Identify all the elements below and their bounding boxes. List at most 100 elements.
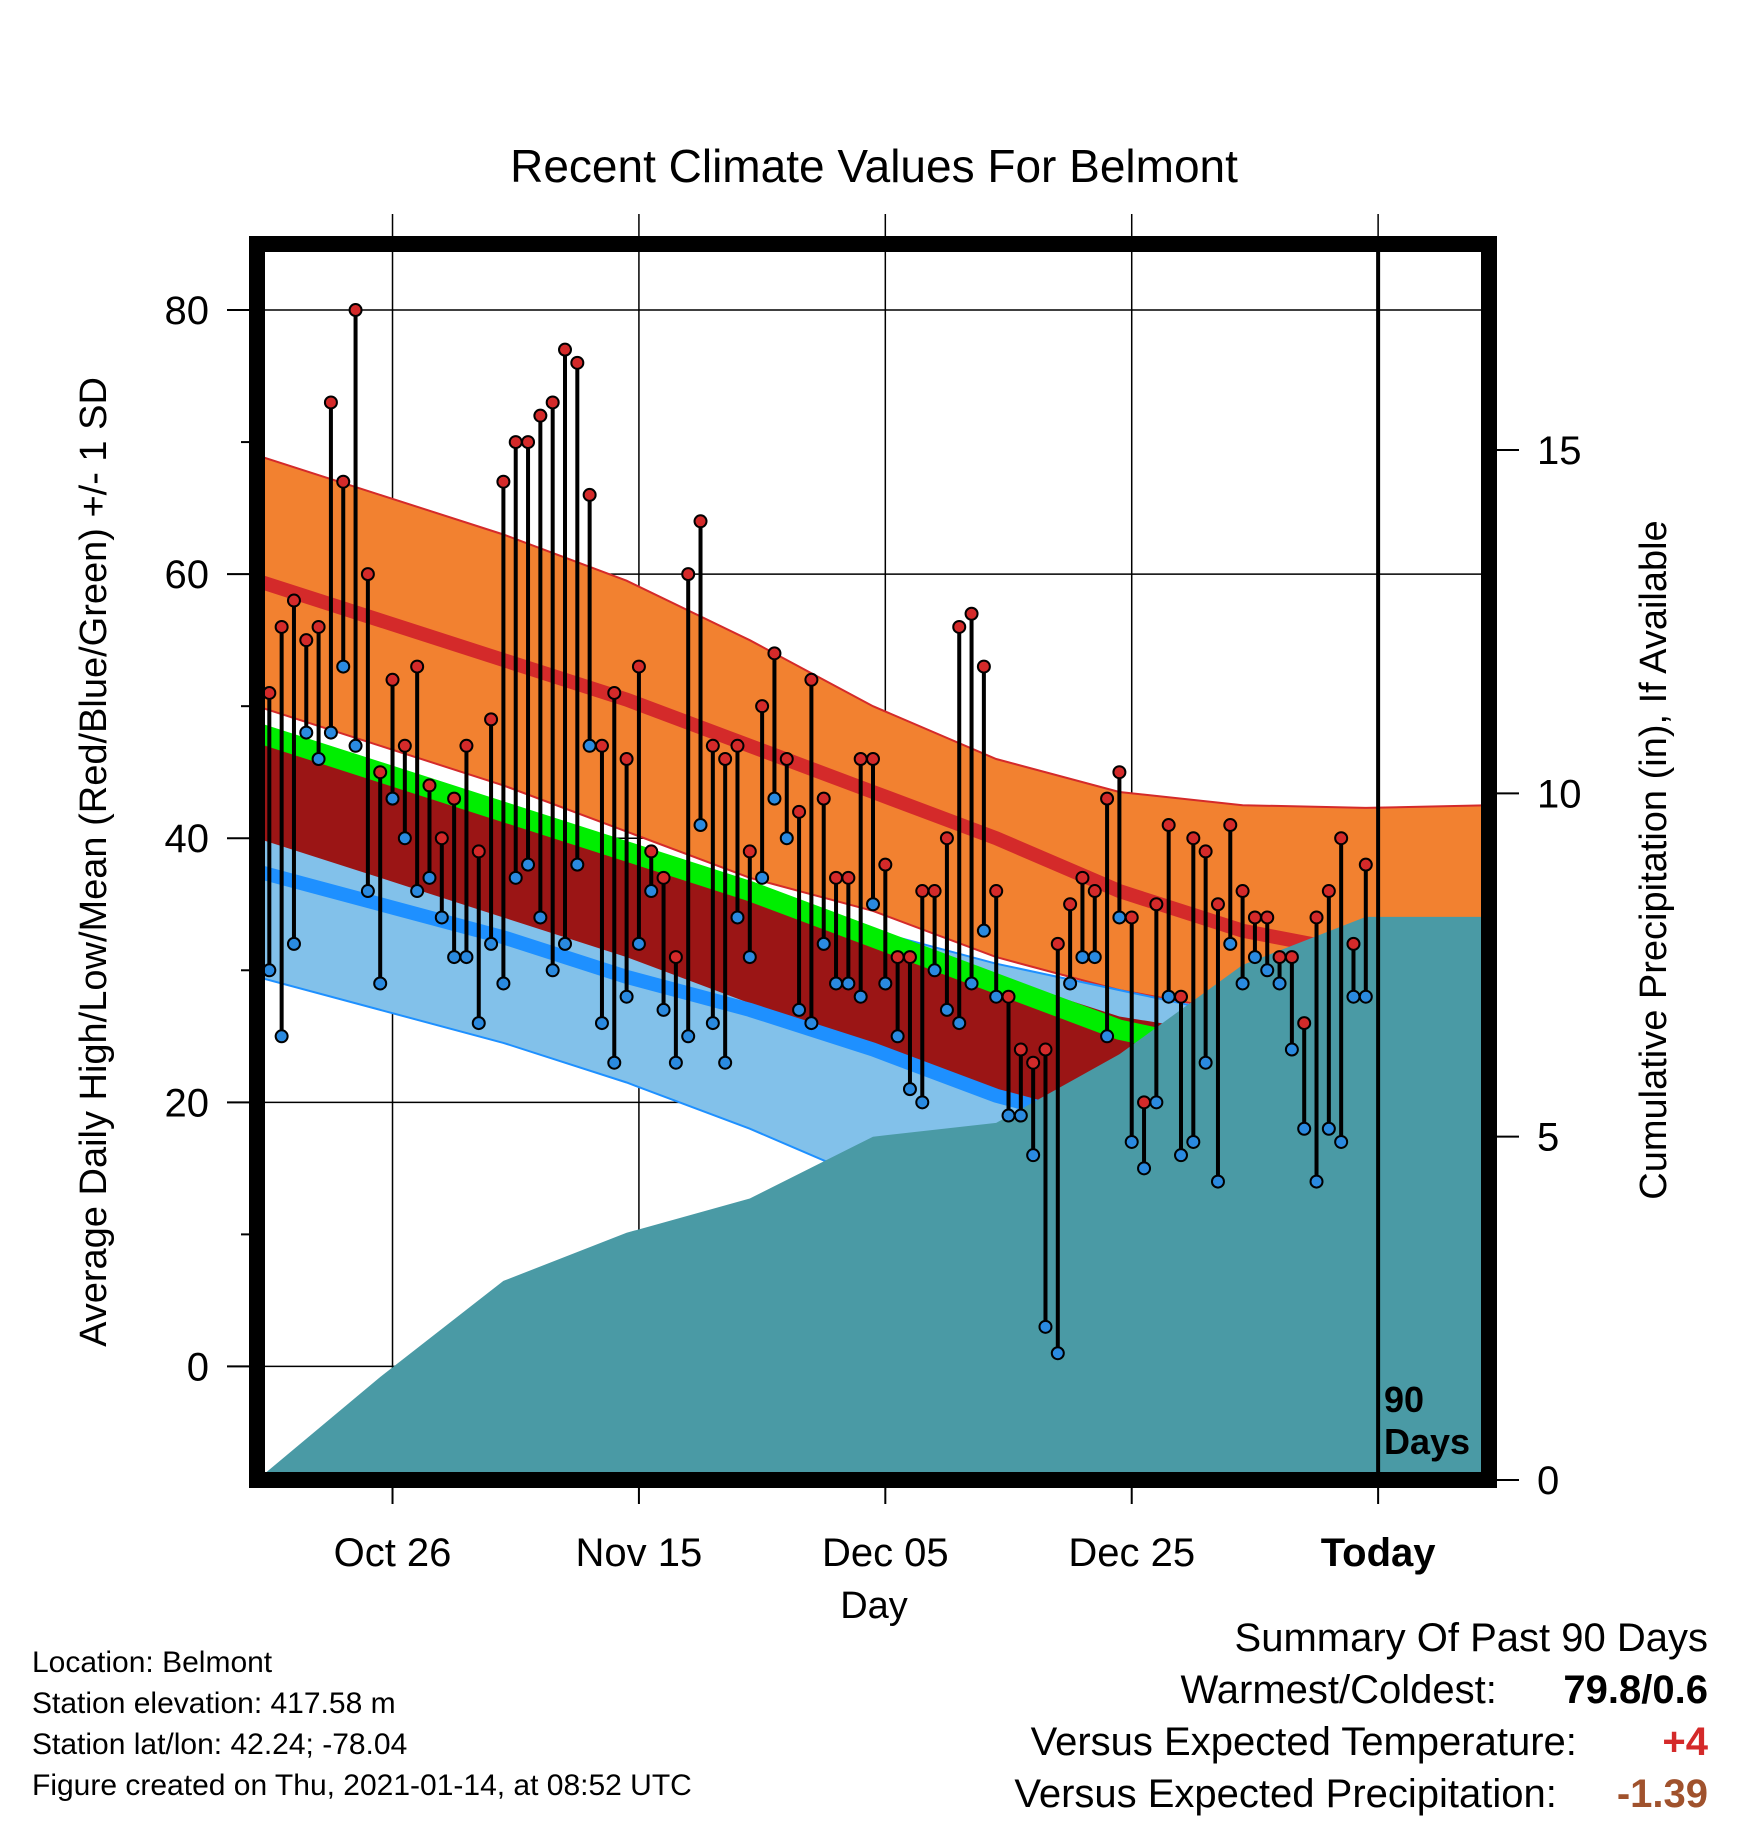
low-point [434, 910, 449, 925]
low-point [262, 963, 277, 978]
summary-heading: Summary Of Past 90 Days [1234, 1616, 1708, 1660]
high-point [890, 950, 905, 965]
low-point [1247, 950, 1262, 965]
high-point [964, 606, 979, 621]
low-point [1358, 989, 1373, 1004]
low-point [1050, 1346, 1065, 1361]
low-point [964, 976, 979, 991]
low-point [336, 659, 351, 674]
low-point [508, 870, 523, 885]
today-label-90: 90 [1384, 1379, 1424, 1420]
created-text: Figure created on Thu, 2021-01-14, at 08… [32, 1769, 692, 1802]
high-point [1149, 897, 1164, 912]
y-tick-label: 20 [165, 1081, 210, 1125]
low-point [668, 1055, 683, 1070]
precip-value: -1.39 [1616, 1772, 1708, 1816]
low-point [902, 1082, 917, 1097]
high-point [594, 738, 609, 753]
x-axis-label: Day [840, 1585, 908, 1627]
latlon-text: Station lat/lon: 42.24; -78.04 [32, 1728, 408, 1761]
high-point [1321, 884, 1336, 899]
high-point [718, 752, 733, 766]
summary-precip: Versus Expected Precipitation: -1.39 [808, 1768, 1708, 1820]
x-tick-label: Dec 05 [822, 1531, 949, 1575]
low-point [410, 884, 425, 899]
low-point [644, 884, 659, 899]
precip-label: Versus Expected Precipitation: [1014, 1772, 1557, 1816]
high-point [1137, 1095, 1152, 1110]
high-point [1050, 936, 1065, 951]
low-point [952, 1016, 967, 1031]
low-point [878, 976, 893, 991]
high-point [1186, 831, 1201, 846]
low-point [730, 910, 745, 925]
low-point [705, 1016, 720, 1031]
high-point [1223, 818, 1238, 833]
low-point [1075, 950, 1090, 965]
low-point [718, 1055, 733, 1070]
high-point [348, 303, 363, 318]
high-point [1112, 765, 1127, 780]
y-tick-label: 60 [165, 553, 210, 597]
x-tick-label: Oct 26 [334, 1531, 452, 1575]
low-point [594, 1016, 609, 1031]
low-point [1334, 1134, 1349, 1149]
high-point [570, 355, 585, 370]
low-point [1174, 1148, 1188, 1163]
low-point [1198, 1055, 1213, 1070]
low-point [1161, 989, 1176, 1004]
high-point [1063, 897, 1078, 912]
high-point [1247, 910, 1262, 925]
low-point [927, 963, 942, 978]
low-point [841, 976, 856, 991]
high-point [902, 950, 917, 965]
high-point [373, 765, 388, 780]
high-point [767, 646, 782, 661]
temp-value: +4 [1662, 1720, 1708, 1764]
low-point [1186, 1134, 1201, 1149]
warm-cold-value: 79.8/0.6 [1563, 1668, 1708, 1712]
high-point [779, 752, 794, 766]
low-point [459, 950, 474, 965]
low-point [1038, 1319, 1053, 1334]
high-point [878, 857, 893, 872]
high-point [816, 791, 831, 806]
high-point [1272, 950, 1287, 965]
high-point [866, 752, 880, 766]
low-point [1223, 936, 1238, 951]
low-point [816, 936, 831, 951]
low-point [619, 989, 634, 1004]
low-point [607, 1055, 622, 1070]
low-point [447, 950, 462, 965]
low-point [915, 1095, 930, 1110]
high-point [853, 752, 868, 766]
high-point [311, 619, 326, 634]
high-point [927, 884, 942, 899]
low-point [521, 857, 536, 872]
low-point [631, 936, 646, 951]
y-tick-label: 40 [165, 817, 210, 861]
high-point [410, 659, 425, 674]
low-point [742, 950, 757, 965]
low-point [767, 791, 782, 806]
elevation-text: Station elevation: 417.58 m [32, 1687, 396, 1720]
high-point [471, 844, 486, 859]
low-point [323, 725, 338, 740]
summary-box: Summary Of Past 90 Days Warmest/Coldest:… [808, 1612, 1708, 1820]
low-point [779, 831, 794, 846]
high-point [434, 831, 449, 846]
today-label-days: Days [1384, 1421, 1470, 1462]
high-point [360, 567, 375, 582]
high-point [286, 593, 301, 608]
high-point [1260, 910, 1275, 925]
y-axis-left: 0 20 40 60 80 [165, 289, 257, 1389]
summary-warm-cold: Warmest/Coldest: 79.8/0.6 [808, 1664, 1709, 1716]
low-point [1100, 1029, 1115, 1044]
high-point [841, 870, 856, 885]
low-point [1297, 1121, 1312, 1136]
high-point [582, 487, 597, 502]
y2-tick-label: 5 [1537, 1116, 1559, 1160]
high-point [939, 831, 954, 846]
low-point [397, 831, 412, 846]
low-point [299, 725, 314, 740]
